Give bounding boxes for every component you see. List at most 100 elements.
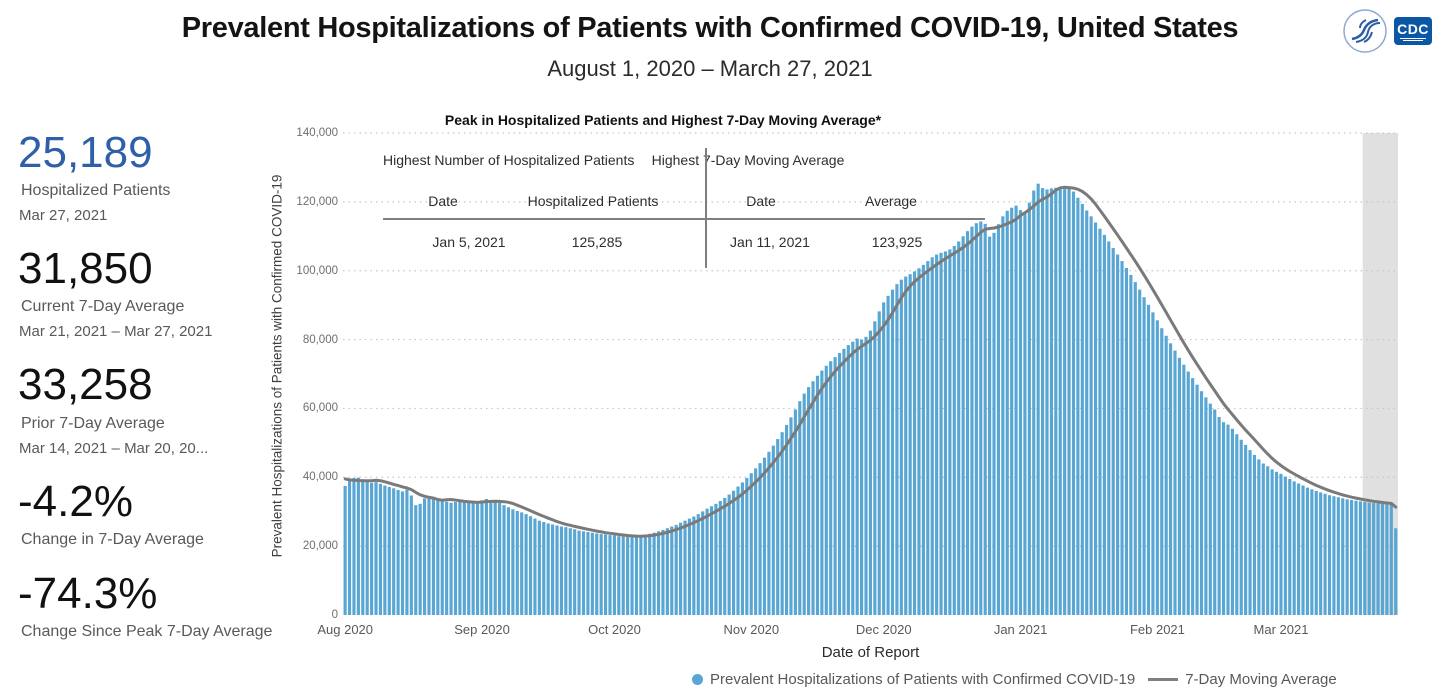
daily-hospitalizations-bar[interactable] [1151,312,1155,615]
daily-hospitalizations-bar[interactable] [912,271,917,615]
daily-hospitalizations-bar[interactable] [886,295,890,615]
daily-hospitalizations-bar[interactable] [970,226,974,615]
daily-hospitalizations-bar[interactable] [445,501,449,615]
daily-hospitalizations-bar[interactable] [555,525,559,615]
daily-hospitalizations-bar[interactable] [1341,498,1345,615]
daily-hospitalizations-bar[interactable] [489,500,493,615]
daily-hospitalizations-bar[interactable] [1292,481,1296,615]
daily-hospitalizations-bar[interactable] [890,289,895,615]
daily-hospitalizations-bar[interactable] [581,531,586,615]
daily-hospitalizations-bar[interactable] [1363,502,1367,615]
daily-hospitalizations-bar[interactable] [701,511,705,615]
daily-hospitalizations-bar[interactable] [683,520,687,615]
daily-hospitalizations-bar[interactable] [648,533,652,615]
daily-hospitalizations-bar[interactable] [1208,403,1212,615]
daily-hospitalizations-bar[interactable] [462,502,466,615]
daily-hospitalizations-bar[interactable] [1071,191,1076,615]
daily-hospitalizations-bar[interactable] [1001,216,1005,615]
daily-hospitalizations-bar[interactable] [1367,502,1371,615]
daily-hospitalizations-bar[interactable] [409,495,413,615]
daily-hospitalizations-bar[interactable] [679,522,683,615]
daily-hospitalizations-bar[interactable] [542,522,546,615]
daily-hospitalizations-bar[interactable] [1045,189,1049,615]
daily-hospitalizations-bar[interactable] [1111,247,1115,616]
daily-hospitalizations-bar[interactable] [860,339,864,615]
daily-hospitalizations-bar[interactable] [378,483,383,615]
daily-hospitalizations-bar[interactable] [979,221,983,616]
daily-hospitalizations-bar[interactable] [1036,183,1040,615]
daily-hospitalizations-bar[interactable] [802,393,806,615]
daily-hospitalizations-bar[interactable] [559,526,564,615]
moving-average-line[interactable] [343,185,1398,538]
daily-hospitalizations-bar[interactable] [1380,503,1385,615]
daily-hospitalizations-bar[interactable] [374,482,378,615]
daily-hospitalizations-bar[interactable] [608,535,612,615]
daily-hospitalizations-bar[interactable] [851,341,855,615]
daily-hospitalizations-bar[interactable] [634,536,639,615]
daily-hospitalizations-bar[interactable] [383,485,387,615]
daily-hospitalizations-bar[interactable] [1160,328,1164,615]
daily-hospitalizations-bar[interactable] [652,532,656,615]
daily-hospitalizations-bar[interactable] [930,257,934,615]
daily-hospitalizations-bar[interactable] [904,276,908,615]
daily-hospitalizations-bar[interactable] [837,353,842,615]
daily-hospitalizations-bar[interactable] [992,232,996,615]
daily-hospitalizations-bar[interactable] [784,424,789,615]
daily-hospitalizations-bar[interactable] [665,528,669,615]
daily-hospitalizations-bar[interactable] [352,477,356,615]
daily-hospitalizations-bar[interactable] [546,523,550,615]
daily-hospitalizations-bar[interactable] [590,532,594,615]
daily-hospitalizations-bar[interactable] [520,512,524,615]
daily-hospitalizations-bar[interactable] [621,536,625,616]
daily-hospitalizations-bar[interactable] [674,524,678,615]
daily-hospitalizations-bar[interactable] [1345,499,1349,615]
daily-hospitalizations-bar[interactable] [361,479,365,615]
daily-hospitalizations-bar[interactable] [758,463,762,615]
daily-hospitalizations-bar[interactable] [776,439,780,615]
daily-hospitalizations-bar[interactable] [392,488,396,615]
daily-hospitalizations-bar[interactable] [983,223,987,615]
daily-hospitalizations-bar[interactable] [1274,471,1279,615]
daily-hospitalizations-bar[interactable] [1107,241,1111,615]
daily-hospitalizations-bar[interactable] [1041,188,1045,615]
daily-hospitalizations-bar[interactable] [626,536,630,615]
daily-hospitalizations-bar[interactable] [356,477,360,615]
daily-hospitalizations-bar[interactable] [1376,503,1380,615]
daily-hospitalizations-bar[interactable] [1032,190,1036,616]
daily-hospitalizations-bar[interactable] [603,534,608,615]
daily-hospitalizations-bar[interactable] [974,223,978,615]
daily-hospitalizations-bar[interactable] [1266,466,1270,615]
daily-hospitalizations-bar[interactable] [480,500,484,615]
daily-hospitalizations-bar[interactable] [1349,500,1354,615]
daily-hospitalizations-bar[interactable] [1199,391,1204,615]
daily-hospitalizations-bar[interactable] [692,516,696,615]
daily-hospitalizations-bar[interactable] [475,503,480,615]
daily-hospitalizations-bar[interactable] [511,509,515,615]
daily-hospitalizations-bar[interactable] [617,536,621,615]
daily-hospitalizations-bar[interactable] [1394,528,1398,615]
daily-hospitalizations-bar[interactable] [1102,234,1106,615]
daily-hospitalizations-bar[interactable] [1098,228,1102,615]
daily-hospitalizations-bar[interactable] [1142,297,1146,615]
daily-hospitalizations-bar[interactable] [458,501,462,615]
daily-hospitalizations-bar[interactable] [498,502,502,615]
daily-hospitalizations-bar[interactable] [661,529,665,615]
daily-hospitalizations-bar[interactable] [440,500,444,615]
daily-hospitalizations-bar[interactable] [820,370,824,615]
daily-hospitalizations-bar[interactable] [1155,320,1159,615]
daily-hospitalizations-bar[interactable] [846,345,850,615]
daily-hospitalizations-bar[interactable] [1023,213,1027,615]
daily-hospitalizations-bar[interactable] [696,514,700,615]
daily-hospitalizations-bar[interactable] [612,535,616,615]
daily-hospitalizations-bar[interactable] [1332,496,1336,615]
daily-hospitalizations-bar[interactable] [736,486,740,615]
daily-hospitalizations-bar[interactable] [436,498,440,615]
daily-hospitalizations-bar[interactable] [771,445,775,615]
daily-hospitalizations-bar[interactable] [573,529,577,615]
daily-hospitalizations-bar[interactable] [793,409,797,615]
daily-hospitalizations-bar[interactable] [370,482,374,615]
daily-hospitalizations-bar[interactable] [1138,289,1142,615]
daily-hospitalizations-bar[interactable] [935,254,939,615]
daily-hospitalizations-bar[interactable] [1129,274,1133,615]
daily-hospitalizations-bar[interactable] [449,502,453,615]
